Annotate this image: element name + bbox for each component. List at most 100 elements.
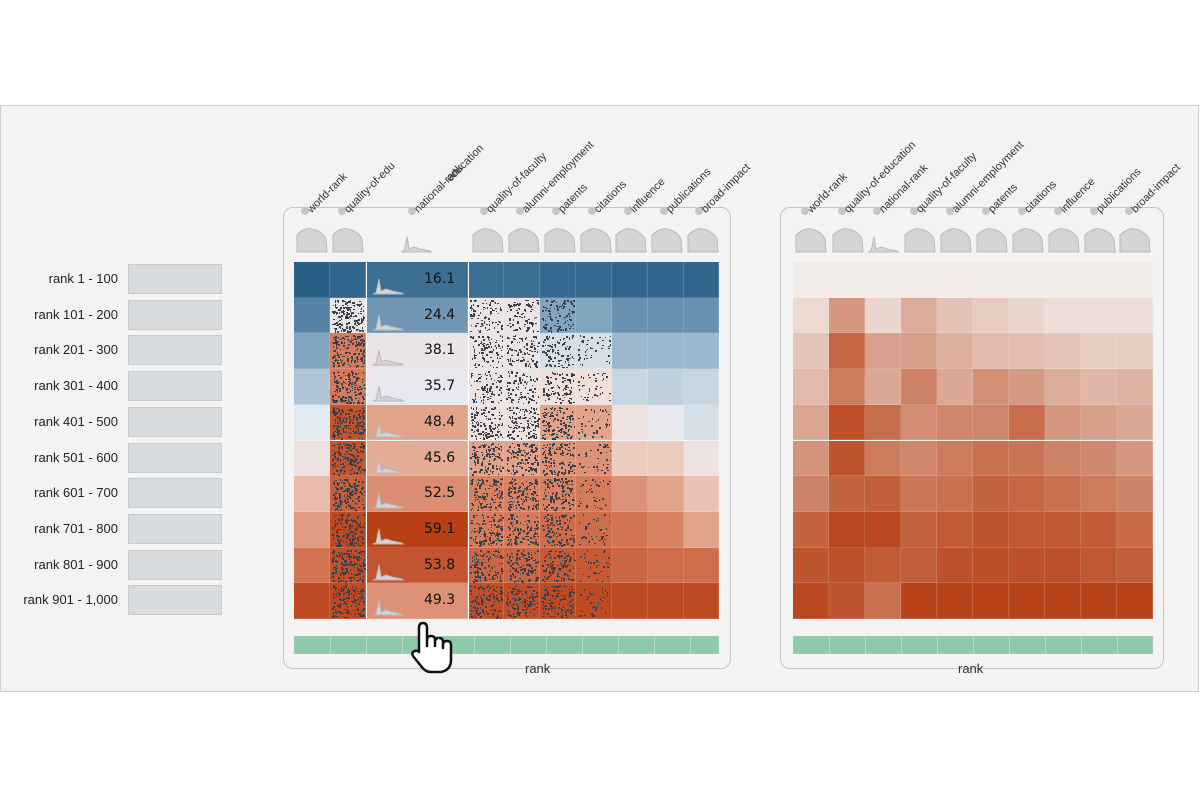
right-column-handle[interactable] <box>1018 207 1026 215</box>
matrix-cell[interactable] <box>865 404 901 441</box>
matrix-cell[interactable] <box>294 476 330 512</box>
matrix-cell[interactable] <box>294 404 330 441</box>
matrix-cell[interactable] <box>1081 369 1117 405</box>
matrix-cell[interactable] <box>648 404 684 441</box>
matrix-cell[interactable] <box>793 262 829 298</box>
matrix-cell[interactable] <box>576 262 612 298</box>
right-column-handle[interactable] <box>873 207 881 215</box>
matrix-cell[interactable] <box>901 297 937 334</box>
matrix-cell[interactable] <box>793 440 829 477</box>
matrix-cell[interactable] <box>865 440 901 477</box>
matrix-cell[interactable] <box>793 333 829 370</box>
matrix-cell[interactable] <box>1045 297 1081 334</box>
matrix-cell[interactable] <box>1009 297 1045 334</box>
matrix-cell[interactable] <box>294 369 330 405</box>
matrix-cell[interactable] <box>684 262 719 298</box>
matrix-cell[interactable] <box>1045 262 1081 298</box>
right-column-handle[interactable] <box>838 207 846 215</box>
matrix-cell[interactable] <box>684 583 719 619</box>
matrix-cell[interactable] <box>330 262 366 298</box>
matrix-cell[interactable] <box>468 262 504 298</box>
matrix-cell[interactable] <box>1045 369 1081 405</box>
matrix-cell[interactable] <box>901 333 937 370</box>
matrix-cell[interactable] <box>1009 333 1045 370</box>
matrix-cell[interactable] <box>865 297 901 334</box>
matrix-cell[interactable] <box>1009 440 1045 477</box>
left-column-handle[interactable] <box>624 207 632 215</box>
matrix-cell[interactable] <box>829 262 865 298</box>
matrix-cell[interactable] <box>901 262 937 298</box>
matrix-cell[interactable] <box>865 333 901 370</box>
matrix-cell[interactable] <box>612 547 648 584</box>
matrix-cell[interactable] <box>576 333 612 370</box>
left-column-handle[interactable] <box>480 207 488 215</box>
matrix-cell[interactable] <box>612 476 648 512</box>
matrix-cell[interactable] <box>1081 404 1117 441</box>
matrix-cell[interactable] <box>829 333 865 370</box>
matrix-cell[interactable] <box>648 369 684 405</box>
matrix-cell[interactable] <box>294 511 330 548</box>
matrix-cell[interactable] <box>901 369 937 405</box>
row-box[interactable] <box>128 513 222 544</box>
matrix-cell[interactable] <box>612 404 648 441</box>
right-column-handle[interactable] <box>1054 207 1062 215</box>
matrix-cell[interactable] <box>684 297 719 334</box>
matrix-cell[interactable] <box>648 583 684 619</box>
matrix-cell[interactable] <box>901 404 937 441</box>
matrix-cell[interactable] <box>937 440 973 477</box>
matrix-cell[interactable] <box>504 262 540 298</box>
matrix-cell[interactable] <box>973 369 1009 405</box>
matrix-cell[interactable] <box>1045 333 1081 370</box>
matrix-cell[interactable] <box>793 369 829 405</box>
left-column-handle[interactable] <box>588 207 596 215</box>
matrix-cell[interactable] <box>684 476 719 512</box>
matrix-cell[interactable] <box>294 333 330 370</box>
right-column-handle[interactable] <box>1090 207 1098 215</box>
matrix-cell[interactable] <box>648 440 684 477</box>
matrix-cell[interactable] <box>1117 262 1153 298</box>
matrix-cell[interactable] <box>973 297 1009 334</box>
matrix-cell[interactable] <box>294 547 330 584</box>
matrix-cell[interactable] <box>648 476 684 512</box>
right-column-handle[interactable] <box>1125 207 1133 215</box>
matrix-cell[interactable] <box>684 547 719 584</box>
matrix-cell[interactable] <box>829 404 865 441</box>
left-column-handle[interactable] <box>301 207 309 215</box>
matrix-cell[interactable] <box>1081 297 1117 334</box>
right-column-handle[interactable] <box>946 207 954 215</box>
matrix-cell[interactable] <box>937 262 973 298</box>
row-box[interactable] <box>128 264 222 294</box>
matrix-cell[interactable] <box>612 262 648 298</box>
matrix-cell[interactable] <box>684 511 719 548</box>
matrix-cell[interactable] <box>901 440 937 477</box>
right-column-handle[interactable] <box>910 207 918 215</box>
left-column-handle[interactable] <box>338 207 346 215</box>
matrix-cell[interactable] <box>294 262 330 298</box>
row-box[interactable] <box>128 442 222 473</box>
matrix-cell[interactable] <box>793 404 829 441</box>
row-box[interactable] <box>128 478 222 509</box>
row-box[interactable] <box>128 299 222 330</box>
matrix-cell[interactable] <box>540 262 576 298</box>
matrix-cell[interactable] <box>294 297 330 334</box>
left-column-handle[interactable] <box>408 207 416 215</box>
matrix-cell[interactable] <box>576 297 612 334</box>
matrix-cell[interactable] <box>648 262 684 298</box>
row-box[interactable] <box>128 406 222 437</box>
matrix-cell[interactable] <box>937 333 973 370</box>
matrix-cell[interactable] <box>684 333 719 370</box>
matrix-cell[interactable] <box>1117 333 1153 370</box>
matrix-cell[interactable] <box>612 511 648 548</box>
matrix-cell[interactable] <box>684 404 719 441</box>
matrix-cell[interactable] <box>612 333 648 370</box>
matrix-cell[interactable] <box>1117 369 1153 405</box>
matrix-cell[interactable] <box>648 511 684 548</box>
matrix-cell[interactable] <box>1045 404 1081 441</box>
left-column-handle[interactable] <box>660 207 668 215</box>
matrix-cell[interactable] <box>973 440 1009 477</box>
matrix-cell[interactable] <box>684 440 719 477</box>
matrix-cell[interactable] <box>294 440 330 477</box>
left-rank-bar[interactable] <box>294 636 719 654</box>
matrix-cell[interactable] <box>829 369 865 405</box>
matrix-cell[interactable] <box>973 404 1009 441</box>
